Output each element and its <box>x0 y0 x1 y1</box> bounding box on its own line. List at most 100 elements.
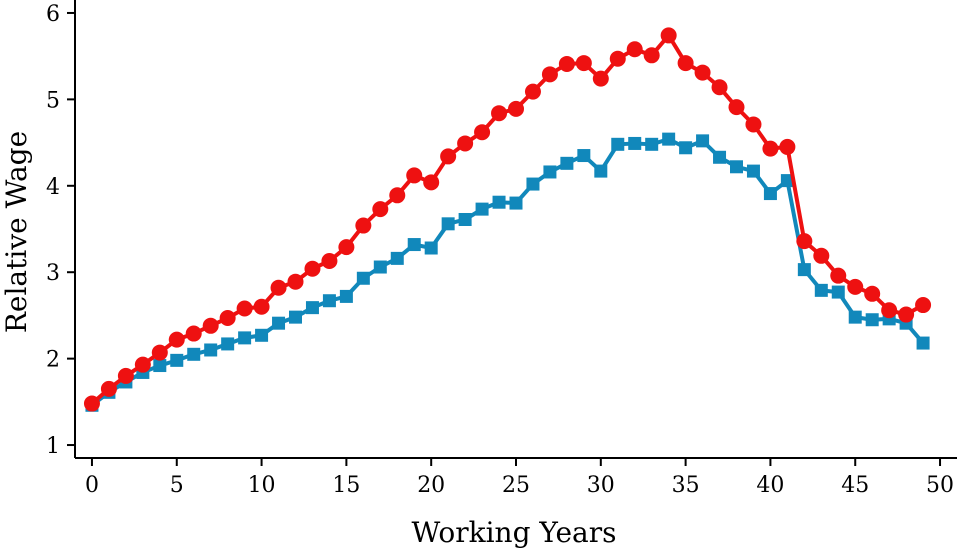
data-point-circle <box>575 55 592 72</box>
data-point-circle <box>202 317 219 334</box>
data-point-circle <box>762 140 779 157</box>
data-point-circle <box>524 83 541 100</box>
x-tick-label: 25 <box>502 473 530 498</box>
data-point-square <box>356 271 370 285</box>
data-point-circle <box>457 135 474 152</box>
data-point-square <box>611 137 625 151</box>
data-point-circle <box>796 233 813 250</box>
data-point-circle <box>643 47 660 64</box>
data-point-square <box>797 263 811 277</box>
data-point-square <box>696 134 710 148</box>
data-point-circle <box>134 356 151 373</box>
data-point-square <box>458 212 472 226</box>
data-point-square <box>407 238 421 252</box>
data-point-square <box>204 343 218 357</box>
data-point-square <box>255 328 269 342</box>
data-point-circle <box>389 187 406 204</box>
x-tick-label: 15 <box>332 473 360 498</box>
x-axis-ticks: 0 5 10 15 20 25 30 35 40 45 50 <box>85 458 954 498</box>
data-point-circle <box>847 278 864 295</box>
y-tick-label: 2 <box>46 348 60 373</box>
data-point-circle <box>898 306 915 323</box>
data-point-circle <box>711 79 728 96</box>
data-point-circle <box>151 344 168 361</box>
data-point-circle <box>813 247 830 264</box>
x-tick-label: 20 <box>417 473 445 498</box>
data-point-circle <box>338 239 355 256</box>
data-point-circle <box>728 99 745 116</box>
y-tick-label: 4 <box>46 175 60 200</box>
y-tick-label: 3 <box>46 261 60 286</box>
data-point-square <box>679 141 693 155</box>
data-point-square <box>441 217 455 231</box>
y-axis-ticks: 1 2 3 4 5 6 <box>46 2 75 459</box>
data-point-circle <box>881 302 898 319</box>
x-tick-label: 30 <box>587 473 615 498</box>
data-point-circle <box>626 41 643 58</box>
x-axis-title: Working Years <box>412 516 617 549</box>
series-square <box>85 132 930 412</box>
data-point-square <box>170 353 184 367</box>
data-point-square <box>509 196 523 210</box>
series-layer <box>83 27 932 412</box>
data-point-square <box>730 160 743 174</box>
data-point-circle <box>406 167 423 184</box>
data-point-circle <box>660 27 677 44</box>
x-tick-label: 5 <box>170 473 184 498</box>
data-point-circle <box>694 64 711 81</box>
data-point-circle <box>508 100 524 117</box>
data-point-square <box>780 174 794 188</box>
data-point-square <box>814 283 828 297</box>
data-point-square <box>594 164 608 178</box>
data-point-circle <box>677 55 694 72</box>
data-point-square <box>746 164 760 178</box>
data-point-circle <box>440 148 457 165</box>
data-point-circle <box>779 138 796 155</box>
data-point-circle <box>83 395 100 412</box>
data-point-square <box>543 165 557 179</box>
data-point-square <box>373 260 387 274</box>
data-point-circle <box>745 116 762 133</box>
data-point-circle <box>253 298 270 315</box>
data-point-circle <box>864 285 881 302</box>
data-point-square <box>560 156 574 170</box>
data-point-circle <box>372 201 389 218</box>
series-circle <box>83 27 932 412</box>
data-point-circle <box>117 367 134 384</box>
data-point-circle <box>592 70 609 87</box>
data-point-square <box>322 294 336 308</box>
y-tick-label: 5 <box>46 88 60 113</box>
data-point-square <box>763 187 777 201</box>
data-point-circle <box>830 267 847 284</box>
data-point-circle <box>491 105 508 122</box>
data-point-circle <box>321 252 338 269</box>
data-point-square <box>221 337 235 351</box>
x-tick-label: 45 <box>841 473 869 498</box>
data-point-circle <box>474 124 491 141</box>
data-point-circle <box>355 217 372 234</box>
data-point-square <box>865 313 879 327</box>
data-point-square <box>577 149 591 163</box>
data-point-square <box>305 301 319 315</box>
data-point-square <box>662 132 676 146</box>
data-point-square <box>848 310 862 324</box>
x-tick-label: 0 <box>85 473 99 498</box>
data-point-square <box>272 316 286 330</box>
data-point-circle <box>558 55 575 72</box>
x-tick-label: 10 <box>248 473 276 498</box>
data-point-circle <box>304 260 321 277</box>
data-point-circle <box>915 297 932 314</box>
y-tick-label: 6 <box>46 2 60 27</box>
y-axis-title: Relative Wage <box>0 131 33 333</box>
data-point-square <box>424 241 438 255</box>
data-point-square <box>916 336 930 350</box>
x-tick-label: 50 <box>926 473 954 498</box>
data-point-square <box>475 202 489 216</box>
data-point-circle <box>168 331 185 348</box>
data-point-square <box>390 251 404 265</box>
data-point-circle <box>219 310 236 327</box>
data-point-square <box>831 285 845 299</box>
data-point-circle <box>100 380 117 397</box>
data-point-square <box>628 136 642 150</box>
data-point-square <box>238 331 252 345</box>
